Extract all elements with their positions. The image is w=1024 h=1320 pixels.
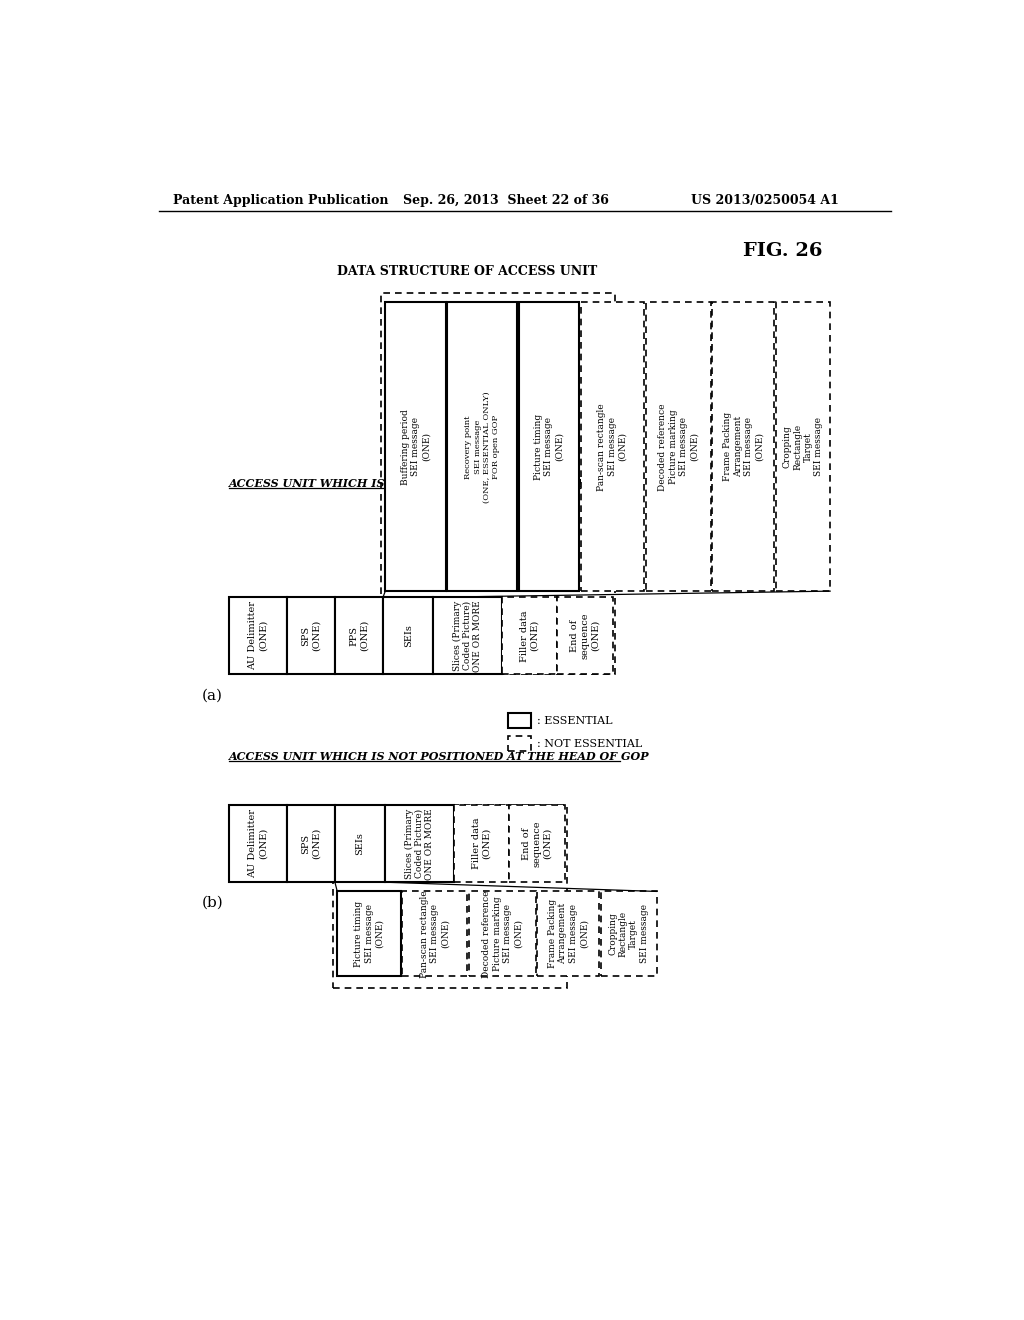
Bar: [454, 805, 509, 882]
Text: ACCESS UNIT WHICH IS POSITIONED AT THE HEAD OF GOP: ACCESS UNIT WHICH IS POSITIONED AT THE H…: [228, 478, 617, 488]
Text: End of
sequence
(ONE): End of sequence (ONE): [522, 821, 552, 867]
Bar: [469, 891, 536, 977]
Text: Picture timing
SEI message
(ONE): Picture timing SEI message (ONE): [354, 900, 384, 966]
Bar: [228, 597, 287, 675]
Bar: [508, 713, 531, 729]
Text: Cropping
Rectangle
Target
SEI message: Cropping Rectangle Target SEI message: [783, 417, 823, 477]
Text: FIG. 26: FIG. 26: [742, 242, 822, 260]
Bar: [509, 805, 565, 882]
Text: Frame Packing
Arrangement
SEI message
(ONE): Frame Packing Arrangement SEI message (O…: [548, 899, 589, 969]
Bar: [557, 597, 613, 675]
Text: : NOT ESSENTIAL: : NOT ESSENTIAL: [538, 739, 642, 748]
Text: US 2013/0250054 A1: US 2013/0250054 A1: [690, 194, 839, 207]
Bar: [381, 293, 614, 675]
Bar: [776, 302, 830, 591]
Text: Slices (Primary
Coded Picture)
ONE OR MORE: Slices (Primary Coded Picture) ONE OR MO…: [404, 808, 434, 879]
Bar: [335, 805, 385, 882]
Text: Filler data
(ONE): Filler data (ONE): [520, 610, 540, 661]
Bar: [508, 737, 531, 751]
Text: SEIs: SEIs: [403, 624, 413, 647]
Text: Sep. 26, 2013  Sheet 22 of 36: Sep. 26, 2013 Sheet 22 of 36: [403, 194, 609, 207]
Text: Filler data
(ONE): Filler data (ONE): [472, 818, 492, 870]
Bar: [337, 891, 400, 977]
Bar: [287, 597, 335, 675]
Bar: [287, 805, 335, 882]
Bar: [335, 597, 383, 675]
Text: Picture timing
SEI message
(ONE): Picture timing SEI message (ONE): [534, 413, 564, 480]
Bar: [433, 597, 502, 675]
Bar: [581, 302, 644, 591]
Text: Slices (Primary
Coded Picture)
ONE OR MORE: Slices (Primary Coded Picture) ONE OR MO…: [453, 599, 482, 672]
Text: Decoded reference
Picture marking
SEI message
(ONE): Decoded reference Picture marking SEI me…: [482, 890, 522, 978]
Text: (b): (b): [202, 896, 223, 909]
Bar: [646, 302, 711, 591]
Bar: [385, 805, 454, 882]
Text: ACCESS UNIT WHICH IS NOT POSITIONED AT THE HEAD OF GOP: ACCESS UNIT WHICH IS NOT POSITIONED AT T…: [228, 751, 649, 763]
Text: Pan-scan rectangle
SEI message
(ONE): Pan-scan rectangle SEI message (ONE): [597, 403, 628, 491]
Text: Frame Packing
Arrangement
SEI message
(ONE): Frame Packing Arrangement SEI message (O…: [723, 412, 764, 482]
Text: Pan-scan rectangle
SEI message
(ONE): Pan-scan rectangle SEI message (ONE): [420, 890, 450, 978]
Bar: [402, 891, 467, 977]
Text: SPS
(ONE): SPS (ONE): [301, 620, 321, 652]
Text: SPS
(ONE): SPS (ONE): [301, 828, 321, 859]
Text: AU Delimitter
(ONE): AU Delimitter (ONE): [248, 809, 267, 878]
Text: DATA STRUCTURE OF ACCESS UNIT: DATA STRUCTURE OF ACCESS UNIT: [337, 264, 597, 277]
Text: Recovery point
SEI message
(ONE, ESSENTIAL ONLY)
FOR open GOP: Recovery point SEI message (ONE, ESSENTI…: [464, 391, 500, 503]
Text: PPS
(ONE): PPS (ONE): [349, 620, 369, 652]
Bar: [334, 805, 566, 987]
Bar: [447, 302, 517, 591]
Bar: [228, 805, 287, 882]
Text: (a): (a): [202, 688, 222, 702]
Text: End of
sequence
(ONE): End of sequence (ONE): [570, 612, 600, 659]
Text: Decoded reference
Picture marking
SEI message
(ONE): Decoded reference Picture marking SEI me…: [658, 403, 698, 491]
Bar: [518, 302, 579, 591]
Bar: [601, 891, 656, 977]
Text: Patent Application Publication: Patent Application Publication: [173, 194, 388, 207]
Bar: [385, 302, 445, 591]
Text: Buffering period
SEI message
(ONE): Buffering period SEI message (ONE): [400, 409, 430, 484]
Bar: [383, 597, 433, 675]
Bar: [713, 302, 774, 591]
Bar: [502, 597, 557, 675]
Text: SEIs: SEIs: [355, 833, 365, 855]
Text: Cropping
Rectangle
Target
SEI message: Cropping Rectangle Target SEI message: [608, 904, 649, 964]
Text: AU Delimitter
(ONE): AU Delimitter (ONE): [248, 602, 267, 671]
Bar: [538, 891, 599, 977]
Text: : ESSENTIAL: : ESSENTIAL: [538, 715, 612, 726]
